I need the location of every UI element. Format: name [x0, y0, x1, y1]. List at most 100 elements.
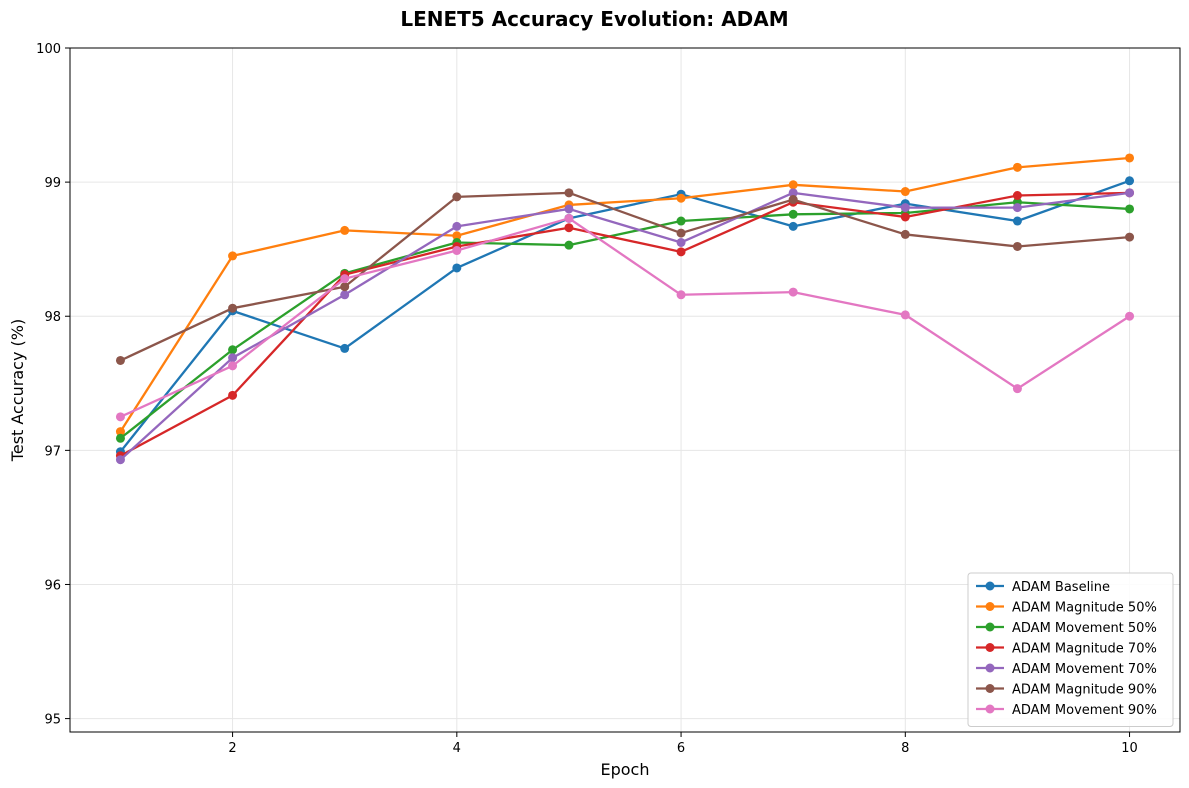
legend-label: ADAM Movement 90%: [1012, 703, 1157, 718]
data-point: [900, 203, 910, 213]
series-3: [115, 197, 1135, 443]
y-tick-label: 98: [44, 310, 61, 325]
data-point: [1012, 384, 1022, 394]
legend-label: ADAM Movement 70%: [1012, 662, 1157, 677]
data-point: [564, 188, 574, 198]
data-point: [1012, 216, 1022, 226]
x-axis-label: Epoch: [601, 760, 650, 779]
data-point: [788, 180, 798, 190]
legend-marker: [985, 663, 995, 673]
legend-entry: ADAM Baseline: [976, 580, 1110, 595]
series-line: [119, 191, 1130, 457]
data-point: [788, 209, 798, 219]
series-5: [115, 188, 1135, 465]
x-tick-label: 2: [228, 741, 236, 756]
data-point: [340, 274, 350, 284]
legend-label: ADAM Baseline: [1012, 580, 1110, 595]
data-point: [340, 225, 350, 235]
data-point: [676, 193, 686, 203]
legend-label: ADAM Magnitude 50%: [1012, 601, 1157, 616]
data-point: [115, 455, 125, 465]
series-line: [119, 156, 1130, 433]
data-point: [1012, 191, 1022, 201]
data-point: [1125, 153, 1135, 163]
x-tick-label: 8: [901, 741, 909, 756]
data-point: [676, 290, 686, 300]
data-point: [788, 287, 798, 297]
data-point: [452, 221, 462, 231]
data-point: [900, 310, 910, 320]
data-point: [228, 361, 238, 371]
data-point: [788, 221, 798, 231]
data-point: [564, 223, 574, 233]
legend: ADAM Baseline ADAM Magnitude 50% ADAM Move…: [967, 572, 1174, 727]
data-point: [1012, 203, 1022, 213]
data-point: [564, 213, 574, 223]
chart-title: LENET5 Accuracy Evolution: ADAM: [400, 7, 788, 31]
legend-entry: ADAM Movement 90%: [976, 703, 1157, 718]
legend-marker: [985, 643, 995, 652]
data-point: [115, 433, 125, 443]
series-2: [115, 153, 1135, 437]
data-point: [1125, 188, 1135, 198]
data-point: [228, 303, 238, 313]
data-point: [676, 237, 686, 247]
y-tick-label: 95: [44, 713, 61, 728]
data-point: [676, 247, 686, 257]
data-point: [452, 246, 462, 256]
data-point: [115, 427, 125, 437]
legend-entry: ADAM Magnitude 70%: [976, 642, 1157, 657]
data-point: [676, 216, 686, 226]
data-point: [228, 390, 238, 400]
data-point: [900, 229, 910, 239]
data-point: [900, 187, 910, 197]
series-lines: [115, 153, 1135, 465]
data-point: [1012, 241, 1022, 251]
data-point: [228, 353, 238, 363]
data-point: [228, 345, 238, 355]
data-point: [1125, 232, 1135, 242]
legend-marker: [985, 684, 995, 693]
legend-entry: ADAM Movement 50%: [976, 621, 1157, 636]
y-tick-label: 100: [36, 42, 61, 57]
legend-label: ADAM Magnitude 70%: [1012, 642, 1157, 657]
legend-marker: [985, 704, 995, 714]
legend-marker: [985, 581, 995, 591]
series-line: [119, 191, 1130, 362]
data-point: [452, 263, 462, 273]
legend-marker: [985, 602, 995, 611]
data-point: [676, 228, 686, 238]
y-tick-label: 96: [44, 578, 61, 593]
axis-ticks: 2 4 6 8 10 95 96 97 98 99 100: [36, 42, 1138, 756]
legend-label: ADAM Magnitude 90%: [1012, 683, 1157, 698]
data-point: [788, 188, 798, 198]
series-6: [115, 188, 1135, 365]
data-point: [340, 290, 350, 300]
legend-entry: ADAM Movement 70%: [976, 662, 1157, 677]
data-point: [340, 343, 350, 353]
data-point: [564, 204, 574, 214]
data-point: [1012, 162, 1022, 172]
x-tick-label: 10: [1121, 741, 1138, 756]
data-point: [900, 212, 910, 222]
series-line: [119, 217, 1131, 418]
data-point: [1125, 176, 1135, 186]
data-point: [1125, 204, 1135, 214]
data-point: [340, 282, 350, 292]
series-line: [119, 201, 1130, 440]
data-point: [115, 412, 125, 422]
series-7: [115, 213, 1135, 422]
series-line: [119, 191, 1130, 461]
y-tick-label: 99: [44, 176, 61, 191]
legend-entry: ADAM Magnitude 90%: [976, 683, 1157, 698]
y-axis-label: Test Accuracy (%): [8, 319, 27, 462]
x-tick-label: 6: [677, 741, 685, 756]
series-line: [119, 179, 1130, 453]
data-point: [564, 240, 574, 250]
y-tick-label: 97: [44, 444, 61, 459]
legend-marker: [985, 622, 995, 632]
legend-box: [967, 572, 1174, 727]
data-point: [452, 192, 462, 202]
legend-label: ADAM Movement 50%: [1012, 621, 1157, 636]
